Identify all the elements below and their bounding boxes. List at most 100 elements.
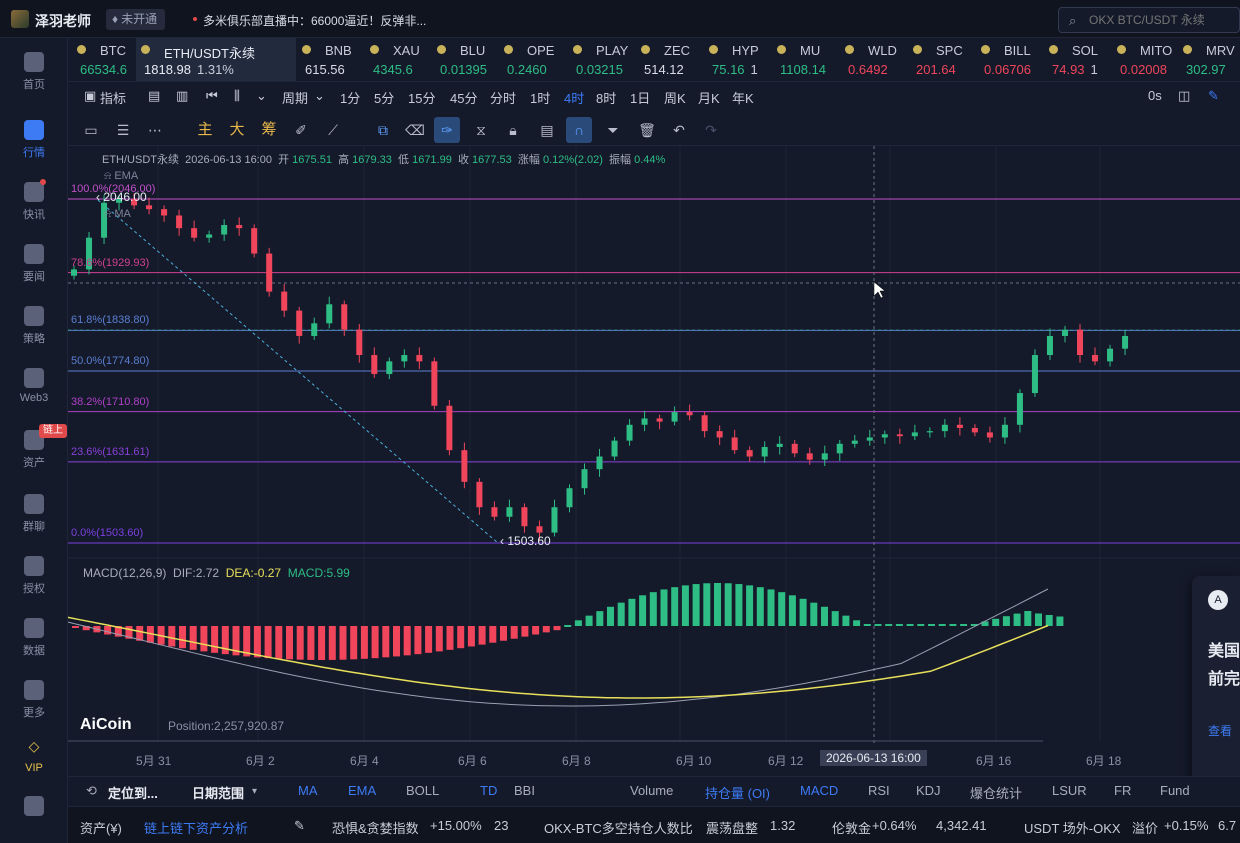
brush-icon[interactable]: ✑ — [434, 117, 460, 143]
ticker-2[interactable]: BNB 615.56 — [297, 38, 365, 81]
chevron-down-icon[interactable]: ⌄ — [256, 88, 267, 103]
usdt-otc-label[interactable]: USDT 场外-OKX — [1024, 821, 1121, 836]
ticker-13[interactable]: SOL 74.93 1 — [1044, 38, 1112, 81]
period-chevron-icon[interactable]: ⌄ — [314, 88, 325, 103]
indicator-tab-11[interactable]: LSUR — [1052, 783, 1087, 798]
period-11[interactable]: 年K — [732, 91, 754, 106]
edit-icon[interactable]: ✎ — [294, 818, 305, 833]
ticker-9[interactable]: MU 1108.14 — [772, 38, 840, 81]
sidebar-item-10[interactable]: 更多 — [0, 680, 68, 720]
ticker-1[interactable]: ETH/USDT永续 1818.98 1.31% — [136, 38, 296, 81]
indicator-tab-13[interactable]: Fund — [1160, 783, 1190, 798]
ma-indicator-label[interactable]: ⍾ MA — [104, 208, 131, 220]
indicators-button[interactable]: 指标 — [100, 91, 127, 106]
menu-icon[interactable]: ☰ — [116, 122, 130, 138]
sidebar-item-1[interactable]: 行情 — [0, 120, 68, 160]
period-1[interactable]: 5分 — [374, 91, 395, 106]
ticker-12[interactable]: BILL 0.06706 — [976, 38, 1044, 81]
ema-indicator-label[interactable]: ⍾ EMA — [104, 170, 139, 182]
replay-icon[interactable]: ⏮ — [206, 88, 218, 103]
indicator-tab-8[interactable]: RSI — [868, 783, 890, 798]
fear-greed-label[interactable]: 恐惧&贪婪指数 — [332, 821, 419, 836]
redo-icon[interactable]: ↷ — [705, 122, 717, 138]
indicator-tab-12[interactable]: FR — [1114, 783, 1132, 798]
user-avatar[interactable] — [11, 10, 29, 28]
measure-icon[interactable]: ⧖ — [476, 122, 486, 138]
period-9[interactable]: 周K — [664, 91, 686, 106]
sidebar-item-3[interactable]: 要闻 — [0, 244, 68, 284]
notification-popup[interactable]: A 美国 前完 查看 — [1192, 576, 1240, 788]
indicator-tab-1[interactable]: EMA — [348, 783, 377, 798]
vip-status-pill[interactable]: ♦ 未开通 — [106, 9, 166, 30]
tool-chips[interactable]: 筹 — [261, 121, 277, 138]
ticker-0[interactable]: BTC 66534.6 — [72, 38, 136, 81]
indicator-tab-2[interactable]: BOLL — [406, 783, 440, 798]
period-dropdown[interactable]: 周期 — [282, 91, 309, 106]
chart-area[interactable]: ETH/USDT永续 2026-06-13 16:00 开 1675.51 高 … — [68, 146, 1240, 772]
ticker-3[interactable]: XAU 4345.6 — [365, 38, 432, 81]
ticker-8[interactable]: HYP 75.16 1 — [704, 38, 772, 81]
locate-button[interactable]: 定位到... — [108, 786, 158, 801]
indicators-icon[interactable]: ▣ — [84, 88, 97, 103]
indicator-tab-0[interactable]: MA — [298, 783, 318, 798]
ticker-7[interactable]: ZEC 514.12 — [636, 38, 704, 81]
assets-analysis-link[interactable]: 链上链下资产分析 — [144, 821, 249, 836]
sidebar-item-9[interactable]: 数据 — [0, 618, 68, 658]
sidebar-item-6[interactable]: 链上 资产 — [0, 424, 68, 470]
date-range-chevron-icon[interactable]: ▾ — [252, 786, 258, 797]
sidebar-item-7[interactable]: 群聊 — [0, 494, 68, 534]
candle-type-icon[interactable]: ⫼ — [234, 88, 240, 103]
period-5[interactable]: 1时 — [530, 91, 551, 106]
london-gold-label[interactable]: 伦敦金 — [832, 821, 872, 836]
more-dots-icon[interactable]: ⋯ — [148, 122, 162, 138]
ticker-5[interactable]: OPE 0.2460 — [499, 38, 568, 81]
period-8[interactable]: 1日 — [630, 91, 651, 106]
eraser-icon[interactable]: ⌫ — [405, 122, 425, 138]
tool-main[interactable]: 主 — [197, 121, 213, 138]
date-range-button[interactable]: 日期范围 — [192, 786, 245, 801]
copy-icon[interactable]: ⧉ — [378, 122, 388, 138]
ticker-15[interactable]: MRV 302.97 — [1178, 38, 1240, 81]
magnet-icon[interactable]: ∩ — [566, 117, 592, 143]
period-10[interactable]: 月K — [698, 91, 720, 106]
indicator-tab-7[interactable]: MACD — [800, 783, 839, 798]
sidebar-item-8[interactable]: 授权 — [0, 556, 68, 596]
ticker-6[interactable]: PLAY 0.03215 — [568, 38, 636, 81]
candlestick-chart[interactable] — [68, 146, 1240, 772]
line-tool-icon[interactable]: ⟋ — [328, 122, 338, 138]
sidebar-item-0[interactable]: 首页 — [0, 52, 68, 92]
sidebar-item-4[interactable]: 策略 — [0, 306, 68, 346]
indicator-tab-4[interactable]: BBI — [514, 783, 535, 798]
pen-icon[interactable]: ✎ — [1208, 88, 1219, 103]
user-name[interactable]: 泽羽老师 — [35, 13, 91, 29]
sidebar-item-5[interactable]: Web3 — [0, 368, 68, 404]
long-short-label[interactable]: OKX-BTC多空持仓人数比 — [544, 821, 693, 836]
note-icon[interactable]: ▤ — [540, 122, 554, 138]
macd-legend[interactable]: MACD(12,26,9) DIF:2.72 DEA:-0.27 MACD:5.… — [83, 566, 350, 580]
indicator-tab-9[interactable]: KDJ — [916, 783, 941, 798]
ticker-4[interactable]: BLU 0.01395 — [432, 38, 499, 81]
camera-icon[interactable]: ◫ — [1178, 88, 1191, 103]
layout-icon[interactable]: ▤ — [148, 88, 161, 103]
lock-icon[interactable]: 🔒︎ — [509, 122, 517, 138]
period-0[interactable]: 1分 — [340, 91, 361, 106]
fib-anchor-line[interactable] — [97, 199, 499, 544]
ticker-14[interactable]: MITO 0.02008 — [1112, 38, 1178, 81]
undo-icon[interactable]: ↶ — [673, 122, 685, 138]
settings-button[interactable] — [0, 796, 68, 816]
period-4[interactable]: 分时 — [490, 91, 517, 106]
ruler-icon[interactable]: ▭ — [84, 122, 98, 138]
trash-icon[interactable]: 🗑︎ — [638, 122, 656, 138]
locate-icon[interactable]: ⟲ — [86, 783, 97, 798]
sidebar-item-2[interactable]: 快讯 — [0, 179, 68, 222]
indicator-tab-5[interactable]: Volume — [630, 783, 674, 798]
period-2[interactable]: 15分 — [408, 91, 436, 106]
ticker-11[interactable]: SPC 201.64 — [908, 38, 976, 81]
filter-icon[interactable]: ⏷ — [607, 122, 619, 138]
ticker-10[interactable]: WLD 0.6492 — [840, 38, 908, 81]
edit-icon[interactable]: ✐ — [295, 122, 307, 138]
indicator-tab-10[interactable]: 爆仓统计 — [970, 786, 1023, 801]
period-3[interactable]: 45分 — [450, 91, 478, 106]
period-7[interactable]: 8时 — [596, 91, 617, 106]
compare-icon[interactable]: ▥ — [176, 88, 189, 103]
